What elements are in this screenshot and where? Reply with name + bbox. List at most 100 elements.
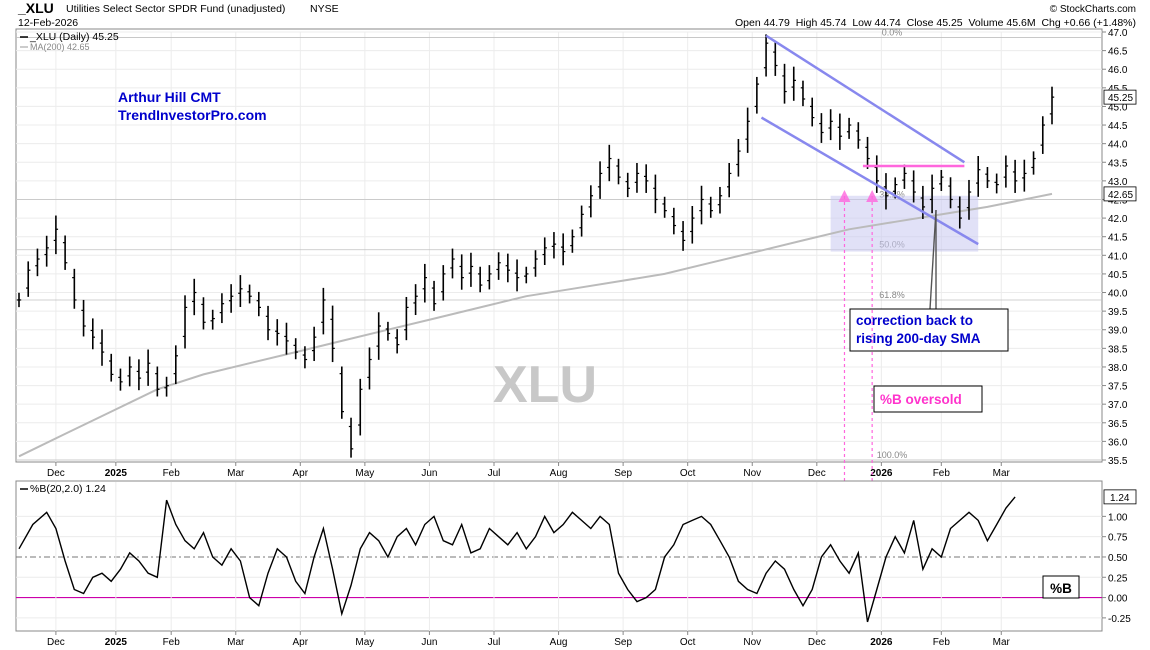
price-ytick-label-12: 41.5 — [1108, 233, 1128, 244]
sma-200-line — [18, 192, 1053, 458]
price-bar-39 — [376, 312, 381, 360]
pctb-value-tag: 1.24 — [1110, 493, 1130, 504]
exchange: NYSE — [310, 3, 339, 15]
price-tag-box-1 — [1103, 186, 1137, 202]
pctb-xtick-label-5: May — [355, 637, 374, 648]
price-xtick-label-8: Aug — [550, 468, 568, 479]
sma-polyline — [18, 192, 1053, 458]
channel-lower — [760, 116, 979, 246]
price-xtick-label-15: Mar — [993, 468, 1011, 479]
price-bar-97 — [911, 170, 916, 203]
price-bar-15 — [155, 366, 160, 397]
oversold-callout-box — [873, 385, 983, 413]
price-bar-29 — [284, 322, 289, 355]
price-bar-98 — [920, 185, 926, 219]
price-ytick-label-15: 43.0 — [1108, 177, 1128, 188]
price-legend: _XLU (Daily) 45.25 — [29, 31, 119, 43]
price-bar-102 — [957, 196, 962, 229]
price-bar-75 — [708, 196, 713, 218]
price-bar-38 — [367, 347, 372, 390]
price-xtick-label-14: Feb — [933, 468, 951, 479]
price-bar-68 — [643, 164, 649, 193]
big-symbol-watermark: XLU — [493, 356, 597, 414]
price-ytick-label-0: 35.5 — [1108, 456, 1128, 467]
pctb-ytick-label-5: 1.00 — [1108, 512, 1128, 523]
price-bar-84 — [791, 66, 796, 101]
price-bar-82 — [773, 41, 778, 76]
price-bar-63 — [597, 161, 603, 199]
price-ytick-label-18: 44.5 — [1108, 121, 1128, 132]
pctb-line — [18, 496, 1016, 623]
price-bar-33 — [321, 287, 326, 335]
price-xtick-label-7: Jul — [488, 468, 501, 479]
price-bar-46 — [441, 265, 446, 301]
price-bar-55 — [524, 266, 529, 284]
price-bar-31 — [302, 346, 308, 369]
price-xtick-label-10: Oct — [680, 468, 696, 479]
price-bar-7 — [81, 299, 86, 337]
price-bar-100 — [939, 169, 944, 192]
price-bar-80 — [754, 76, 760, 114]
price-bar-112 — [1049, 86, 1055, 125]
price-ytick-label-10: 40.5 — [1108, 270, 1128, 281]
price-xtick-label-11: Nov — [743, 468, 761, 479]
price-ytick-label-7: 39.0 — [1108, 326, 1128, 337]
price-ytick-label-4: 37.5 — [1108, 382, 1128, 393]
pctb-xtick-label-15: Mar — [993, 637, 1011, 648]
price-bar-105 — [985, 167, 990, 189]
fib-label-0: 0.0% — [882, 28, 903, 38]
price-bar-78 — [736, 139, 741, 177]
pctb-xtick-label-9: Sep — [614, 637, 632, 648]
price-bar-87 — [819, 113, 824, 143]
price-bar-70 — [662, 196, 667, 218]
price-bar-5 — [62, 235, 68, 270]
correction-callout-box — [849, 308, 1009, 352]
price-bar-60 — [570, 229, 575, 253]
pctb-tags: 1.24 — [1103, 489, 1137, 505]
oversold-text: %B oversold — [880, 392, 962, 407]
price-bar-10 — [109, 353, 114, 382]
price-bar-25 — [247, 284, 252, 304]
pctb-tag-box — [1042, 575, 1080, 599]
price-bar-27 — [265, 305, 271, 341]
ohlc-summary: Open 44.79 High 45.74 Low 44.74 Close 45… — [735, 17, 1136, 29]
price-bar-32 — [311, 326, 317, 362]
price-bar-64 — [607, 144, 612, 182]
price-bar-8 — [90, 318, 95, 350]
price-bar-40 — [385, 321, 391, 341]
price-ytick-label-1: 36.0 — [1108, 437, 1128, 448]
price-bar-19 — [192, 278, 197, 316]
symbol-title: _XLU — [17, 0, 54, 16]
price-bar-43 — [413, 284, 418, 316]
price-ytick-label-17: 44.0 — [1108, 140, 1128, 151]
price-bar-88 — [828, 109, 833, 141]
price-bar-69 — [653, 174, 658, 214]
price-bar-30 — [293, 338, 298, 360]
pctb-value-tag-box — [1103, 489, 1137, 505]
price-bar-44 — [422, 263, 428, 303]
price-x-axis: Dec 2025 Feb Mar Apr May Jun Jul Aug Sep Oct Nov Dec… — [47, 462, 1011, 479]
fund-name: Utilities Select Sector SPDR Fund (unadj… — [66, 3, 285, 15]
price-bar-26 — [256, 291, 262, 317]
retracement-zone — [830, 195, 979, 252]
price-bar-107 — [1003, 155, 1009, 188]
price-bar-91 — [856, 122, 861, 149]
price-bar-53 — [505, 253, 511, 283]
price-bar-83 — [782, 63, 787, 104]
price-tags: 45.25 42.65 — [1103, 89, 1137, 202]
price-channel — [760, 34, 979, 246]
price-ytick-label-13: 42.0 — [1108, 214, 1128, 225]
price-ytick-label-22: 46.5 — [1108, 47, 1128, 58]
price-tag-box-0 — [1103, 89, 1137, 105]
price-bar-47 — [450, 248, 455, 279]
price-bar-42 — [404, 296, 409, 341]
price-bar-81 — [763, 34, 769, 77]
price-bar-61 — [579, 205, 584, 237]
price-bar-52 — [496, 252, 501, 280]
correction-text-line1: correction back to — [856, 313, 973, 328]
pctb-xtick-label-6: Jun — [421, 637, 437, 648]
price-bar-50 — [477, 266, 483, 293]
zone-rect — [830, 195, 979, 252]
pctb-xtick-label-7: Jul — [488, 637, 501, 648]
author-site: TrendInvestorPro.com — [118, 107, 267, 123]
